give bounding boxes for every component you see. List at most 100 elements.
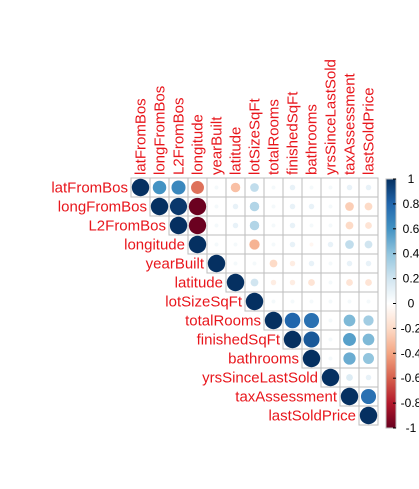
correlation-circle xyxy=(363,315,374,326)
correlation-circle xyxy=(328,223,333,228)
row-label: latFromBos xyxy=(51,180,128,197)
correlation-circle xyxy=(188,216,207,235)
correlation-circle xyxy=(328,337,333,342)
correlation-circle xyxy=(289,203,296,210)
correlation-circle xyxy=(233,261,238,266)
correlation-circle xyxy=(214,242,219,247)
correlation-circle xyxy=(271,223,276,228)
column-label: totalRooms xyxy=(266,99,283,175)
correlation-circle xyxy=(309,185,314,190)
correlation-circle xyxy=(360,388,377,405)
row-label: yearBuilt xyxy=(146,256,205,273)
correlation-circle xyxy=(290,299,295,304)
correlation-circle xyxy=(250,278,259,287)
correlation-circle xyxy=(364,240,373,249)
grid-lines xyxy=(130,177,379,426)
correlation-circle xyxy=(171,180,186,195)
correlation-circle xyxy=(303,331,320,348)
correlation-circle xyxy=(328,261,333,266)
correlation-circle xyxy=(309,242,314,247)
correlation-circle xyxy=(362,333,375,346)
correlation-circle xyxy=(343,333,356,346)
correlation-circle xyxy=(284,312,301,329)
correlation-circle xyxy=(226,273,245,292)
row-labels: latFromBos longFromBos L2FromBos longitude y… xyxy=(51,180,356,425)
column-label: lotSizeSqFt xyxy=(247,97,264,175)
correlation-circle xyxy=(327,241,334,248)
correlation-circle xyxy=(283,330,302,349)
column-label: longFromBos xyxy=(152,86,169,175)
colorbar-tick-label: -0.2 xyxy=(401,321,419,335)
colorbar-tick-label: 0.4 xyxy=(403,247,419,261)
correlation-circle xyxy=(289,222,296,229)
column-label: latitude xyxy=(228,127,245,175)
correlation-circle xyxy=(365,260,372,267)
row-label: finishedSqFt xyxy=(197,332,281,349)
colorbar: 1 0.8 0.6 0.4 0.2 0 -0.2 -0.4 -0.6 -0.8 -1 xyxy=(385,172,419,435)
column-labels: latFromBos longFromBos L2FromBos longitude y… xyxy=(133,59,378,175)
correlation-circle xyxy=(269,259,278,268)
row-label: L2FromBos xyxy=(88,218,166,235)
correlation-circle xyxy=(365,222,372,229)
row-label: longitude xyxy=(124,237,185,254)
correlation-circle xyxy=(271,185,276,190)
correlation-circle xyxy=(328,185,333,190)
column-label: L2FromBos xyxy=(171,97,188,175)
correlation-circle xyxy=(289,184,296,191)
correlation-circle xyxy=(346,260,353,267)
colorbar-tick-label: -0.4 xyxy=(401,346,419,360)
correlation-circle xyxy=(271,204,276,209)
correlation-circle xyxy=(346,184,353,191)
correlation-circle xyxy=(345,240,354,249)
correlation-circle xyxy=(232,222,239,229)
correlation-circle xyxy=(328,280,333,285)
correlation-circle xyxy=(233,242,238,247)
row-label: taxAssessment xyxy=(235,389,338,406)
colorbar-tick-label: -0.6 xyxy=(401,371,419,385)
correlation-circle xyxy=(249,220,260,231)
correlation-circle xyxy=(328,204,333,209)
correlation-circle xyxy=(343,352,356,365)
correlation-circle xyxy=(302,349,321,368)
correlation-circle xyxy=(131,178,150,197)
correlation-circle xyxy=(308,279,315,286)
correlation-circle xyxy=(232,203,239,210)
column-label: taxAssessment xyxy=(342,72,359,175)
colorbar-tick-label: -1 xyxy=(406,421,417,435)
correlation-circle xyxy=(308,203,315,210)
correlation-circle xyxy=(362,352,375,365)
correlation-circle xyxy=(346,374,353,381)
correlation-circle xyxy=(289,260,296,267)
correlation-circle xyxy=(303,312,320,329)
colorbar-tick-label: 0.2 xyxy=(403,272,419,286)
correlation-circle xyxy=(289,241,296,248)
correlation-circle xyxy=(347,299,352,304)
correlation-circle xyxy=(359,406,378,425)
correlation-circle xyxy=(345,202,354,211)
correlation-circle xyxy=(271,242,276,247)
correlation-circle xyxy=(321,368,340,387)
correlation-circle xyxy=(365,279,372,286)
colorbar-tick-label: 0.8 xyxy=(403,197,419,211)
column-label: latFromBos xyxy=(133,98,150,175)
correlation-circle xyxy=(214,204,219,209)
correlation-circle xyxy=(169,197,188,216)
correlation-circle xyxy=(249,201,260,212)
correlation-circle xyxy=(152,180,167,195)
colorbar-tick-label: -0.8 xyxy=(401,396,419,410)
column-label: lastSoldPrice xyxy=(361,87,378,175)
row-label: lotSizeSqFt xyxy=(165,294,243,311)
correlation-circle xyxy=(289,279,296,286)
correlation-circle xyxy=(249,239,260,250)
row-label: totalRooms xyxy=(185,313,261,330)
column-label: yrsSinceLastSold xyxy=(323,59,340,175)
grid-cell xyxy=(358,405,379,426)
correlation-circle xyxy=(270,279,277,286)
correlation-circle xyxy=(346,279,353,286)
correlation-circle xyxy=(207,254,226,273)
column-label: finishedSqFt xyxy=(285,91,302,175)
correlation-circle xyxy=(308,260,315,267)
correlation-circle xyxy=(252,261,257,266)
correlation-circle xyxy=(188,197,207,216)
correlation-circle xyxy=(214,223,219,228)
